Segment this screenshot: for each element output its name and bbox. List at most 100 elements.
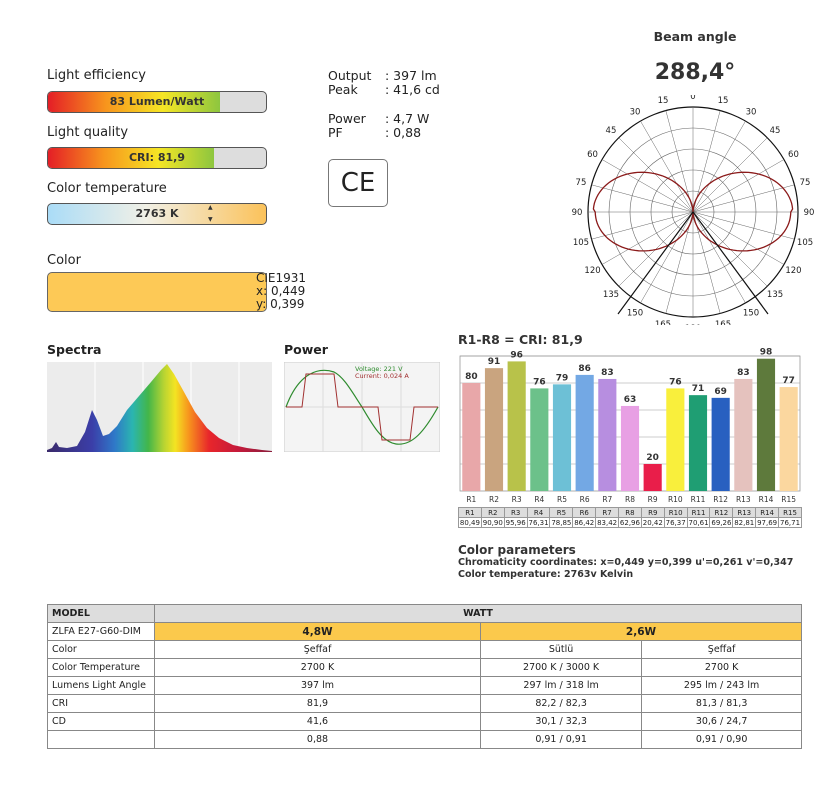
row-label	[47, 730, 155, 749]
temperature-value: 2763 K	[135, 207, 179, 220]
quality-fill	[48, 148, 214, 168]
cri-category-label: R12	[713, 495, 728, 504]
cri-table-head: R15	[778, 507, 802, 518]
power-title: Power	[284, 342, 328, 357]
cri-value-label: 91	[488, 357, 501, 367]
cri-title: R1-R8 = CRI: 81,9	[458, 332, 583, 347]
cri-table-head: R3	[503, 507, 528, 518]
angle-label: 135	[603, 290, 619, 300]
cri-value-label: 80	[465, 372, 478, 382]
angle-label: 75	[800, 178, 811, 188]
spec-key: Output	[328, 68, 372, 83]
cri-bar	[688, 395, 708, 491]
model-table-row: 0,88 0,91 / 0,91 0,91 / 0,90	[47, 730, 802, 749]
color-params-line2: Color temperature: 2763v Kelvin	[458, 569, 634, 580]
spectra-title: Spectra	[47, 342, 102, 357]
angle-label: 30	[630, 108, 641, 118]
cri-table-head: R13	[732, 507, 757, 518]
cri-bar	[598, 378, 617, 491]
angle-label: 75	[576, 178, 587, 188]
cri-category-label: R15	[781, 495, 796, 504]
model-name: ZLFA E27-G60-DIM	[47, 622, 155, 641]
model-table: MODEL WATT ZLFA E27-G60-DIM 4,8W 2,6W Co…	[47, 604, 802, 749]
cri-table-head: R5	[549, 507, 574, 518]
cri-chart: 80 R1 91 R2 96 R3 76 R4 79 R5 86 R6 83 R7 63 R8 20 R9 76 R1…	[459, 348, 801, 504]
cri-table-head: R10	[663, 507, 688, 518]
row-label: Color	[47, 640, 155, 659]
cell-a: Şeffaf	[154, 640, 481, 659]
cri-table: R1 R2 R3 R4 R5 R6 R7 R8 R9 R10 R11 R12 R13 R14 R15 80,…	[458, 507, 802, 528]
angle-label: 105	[573, 238, 589, 248]
cell-b2: 0,91 / 0,90	[641, 730, 802, 749]
color-params-title: Color parameters	[458, 543, 576, 557]
cri-bar	[484, 368, 504, 491]
watt-b: 2,6W	[480, 622, 802, 641]
spec-key: Power	[328, 111, 366, 126]
spec-key: Peak	[328, 82, 358, 97]
cell-b1: 0,91 / 0,91	[479, 730, 643, 749]
cri-bar	[575, 374, 594, 491]
cri-category-label: R8	[625, 495, 635, 504]
temperature-label: Color temperature	[47, 181, 167, 196]
model-table-row: Lumens Light Angle 397 lm 297 lm / 318 lm 2…	[47, 676, 802, 695]
efficiency-bar: 83 Lumen/Watt	[47, 91, 267, 113]
cri-table-value: 95,96	[503, 517, 528, 528]
cri-table-head: R7	[595, 507, 620, 518]
cri-category-label: R11	[691, 495, 706, 504]
angle-label: 60	[788, 150, 799, 160]
cri-category-label: R13	[736, 495, 751, 504]
cri-table-value: 78,85	[549, 517, 574, 528]
cell-a: 0,88	[154, 730, 481, 749]
beam-edge-right	[692, 211, 769, 315]
cie-block: CIE1931 x: 0,449 y: 0,399	[256, 272, 306, 311]
cri-table-value: 76,71	[778, 517, 802, 528]
spec-value: : 397 lm	[385, 68, 437, 83]
cell-b2: 295 lm / 243 lm	[641, 676, 802, 695]
angle-label: 15	[658, 96, 669, 106]
cri-table-head: R14	[755, 507, 780, 518]
cell-b2: 2700 K	[641, 658, 802, 677]
cri-bar	[530, 388, 549, 491]
cri-table-value: 62,96	[618, 517, 642, 528]
cri-value-label: 63	[624, 395, 637, 405]
cell-b1: 82,2 / 82,3	[479, 694, 643, 713]
voltage-label: Voltage: 221 V	[355, 365, 403, 373]
color-label: Color	[47, 253, 81, 268]
cri-table-head: R8	[618, 507, 642, 518]
cell-b2: 81,3 / 81,3	[641, 694, 802, 713]
cri-bar	[756, 358, 776, 491]
angle-label: 30	[746, 108, 757, 118]
cri-table-head: R4	[526, 507, 551, 518]
angle-label: 90	[572, 208, 583, 218]
cri-bar	[734, 378, 753, 491]
cri-value-label: 83	[737, 368, 750, 378]
cri-table-value: 69,26	[709, 517, 734, 528]
efficiency-fill	[48, 92, 221, 112]
cri-bar	[779, 387, 798, 491]
cri-bar	[507, 361, 526, 491]
cri-category-label: R14	[759, 495, 774, 504]
angle-label: 45	[606, 126, 617, 136]
angle-label: 0	[690, 95, 695, 102]
cri-table-value: 82,81	[732, 517, 757, 528]
arrow-up-icon: ▲	[208, 204, 213, 211]
cri-value-label: 76	[533, 377, 546, 387]
row-label: Color Temperature	[47, 658, 155, 677]
cell-b2: Şeffaf	[641, 640, 802, 659]
cri-value-label: 20	[646, 453, 659, 463]
cri-table-head: R9	[640, 507, 665, 518]
cie-x: x: 0,449	[256, 284, 306, 298]
cell-a: 397 lm	[154, 676, 481, 695]
cri-category-label: R1	[466, 495, 476, 504]
cri-category-label: R2	[489, 495, 499, 504]
spec-value: : 0,88	[385, 125, 422, 140]
cri-table-value: 90,90	[480, 517, 505, 528]
model-table-row: CD 41,6 30,1 / 32,3 30,6 / 24,7	[47, 712, 802, 731]
cell-b1: 30,1 / 32,3	[479, 712, 643, 731]
cell-a: 41,6	[154, 712, 481, 731]
cri-value-label: 98	[760, 348, 773, 358]
spectra-chart	[47, 362, 272, 452]
spec-value: : 4,7 W	[385, 111, 430, 126]
cri-table-value: 80,49	[458, 517, 482, 528]
cri-table-value: 76,31	[526, 517, 551, 528]
